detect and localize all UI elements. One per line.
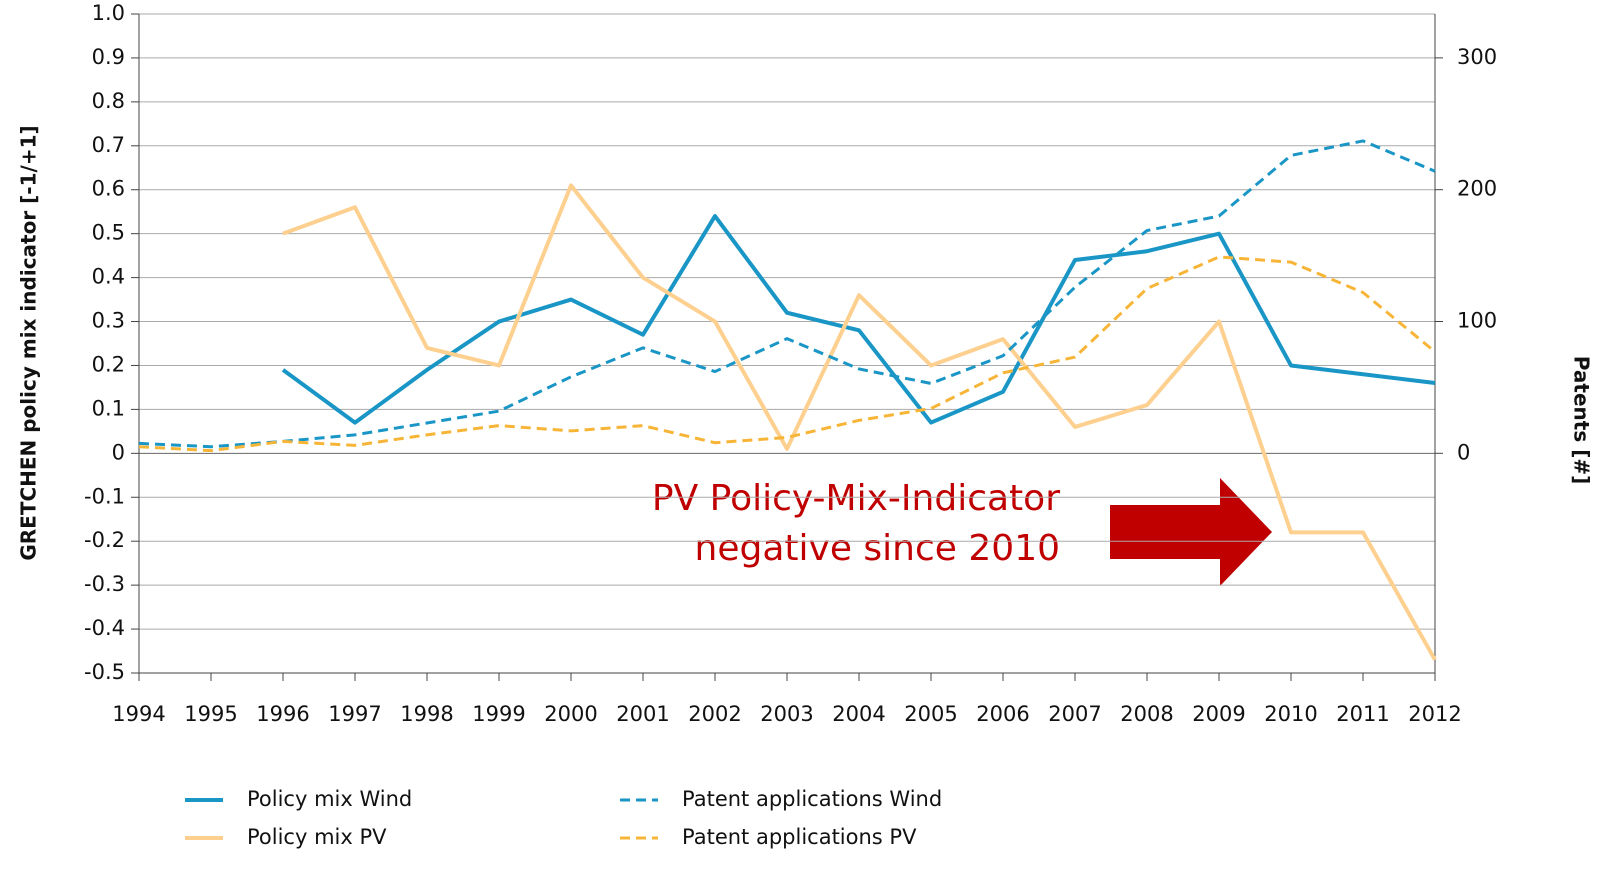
arrow (1110, 478, 1272, 586)
legend-label: Policy mix Wind (247, 787, 412, 811)
x-tick-label: 2007 (1048, 702, 1101, 726)
x-tick-label: 2009 (1192, 702, 1245, 726)
y-tick-label: 0 (112, 440, 125, 464)
y-tick-label: -0.2 (84, 528, 125, 552)
x-tick-label: 2005 (904, 702, 957, 726)
x-tick-label: 2008 (1120, 702, 1173, 726)
y-tick-label: 0.5 (92, 221, 125, 245)
y-tick-label: -0.3 (84, 572, 125, 596)
x-tick-label: 2010 (1264, 702, 1317, 726)
x-tick-label: 2004 (832, 702, 885, 726)
y-tick-label: -0.1 (84, 484, 125, 508)
x-tick-label: 2001 (616, 702, 669, 726)
x-tick-label: 1994 (112, 702, 165, 726)
x-tick-label: 2003 (760, 702, 813, 726)
series-line (282, 183, 1437, 661)
y2-axis-label: Patents [#] (1570, 356, 1594, 484)
y-tick-label: 0.9 (92, 45, 125, 69)
y-tick-label: 0.2 (92, 352, 125, 376)
y-tick-label: 1.0 (92, 1, 125, 25)
series-line (138, 139, 1436, 449)
x-tick-label: 2000 (544, 702, 597, 726)
annotation: negative since 2010 (695, 528, 1060, 569)
annotation: PV Policy-Mix-Indicator (652, 478, 1060, 519)
x-tick-label: 2012 (1408, 702, 1461, 726)
y-tick-label: -0.4 (84, 616, 125, 640)
x-tick-label: 2011 (1336, 702, 1389, 726)
legend-label: Patent applications Wind (682, 787, 942, 811)
x-tick-label: 1996 (256, 702, 309, 726)
series-line (281, 214, 1436, 425)
legend-label: Policy mix PV (247, 825, 387, 849)
y-tick-label: -0.5 (84, 660, 125, 684)
y2-tick-label: 0 (1457, 440, 1470, 464)
y-axis-label: GRETCHEN policy mix indicator [-1/+1] (17, 125, 41, 560)
y-tick-label: 0.7 (92, 133, 125, 157)
y-tick-label: 0.3 (92, 309, 125, 333)
y2-tick-label: 100 (1457, 308, 1497, 332)
x-tick-label: 1998 (400, 702, 453, 726)
y2-tick-label: 300 (1457, 45, 1497, 69)
y2-tick-label: 200 (1457, 177, 1497, 201)
legend-label: Patent applications PV (682, 825, 917, 849)
y-tick-label: 0.1 (92, 396, 125, 420)
x-tick-label: 1999 (472, 702, 525, 726)
series-line (138, 255, 1436, 453)
y-tick-label: 0.4 (92, 265, 125, 289)
x-tick-label: 1995 (184, 702, 237, 726)
x-tick-label: 2002 (688, 702, 741, 726)
y-tick-label: 0.8 (92, 89, 125, 113)
x-tick-label: 1997 (328, 702, 381, 726)
y-tick-label: 0.6 (92, 177, 125, 201)
x-tick-label: 2006 (976, 702, 1029, 726)
